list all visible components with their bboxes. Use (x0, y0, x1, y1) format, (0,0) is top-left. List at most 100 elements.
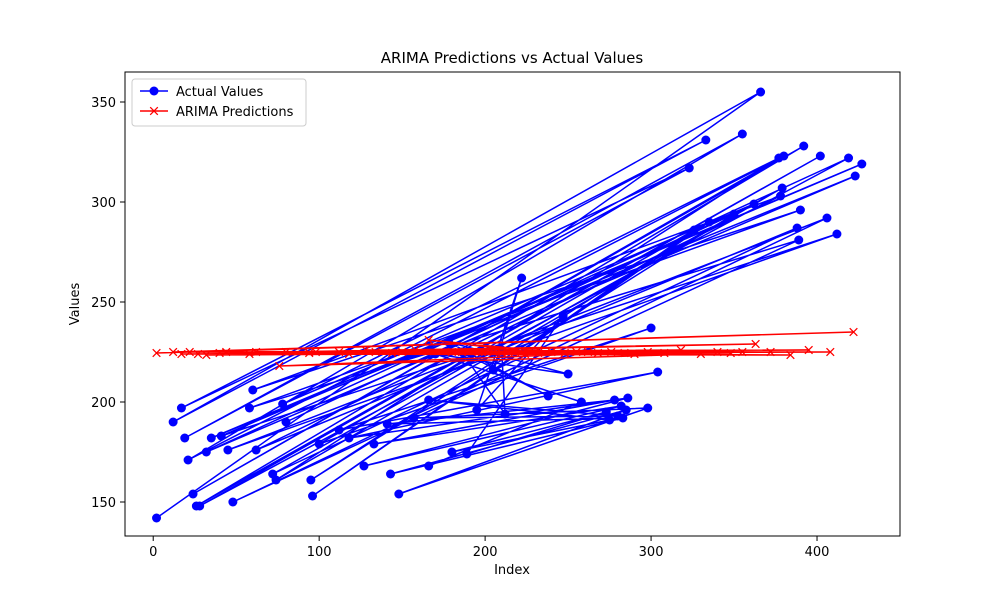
data-point (183, 455, 193, 465)
data-point (472, 405, 482, 415)
data-point (684, 163, 694, 173)
plot-frame (124, 71, 901, 537)
data-point (152, 348, 161, 358)
data-point (334, 425, 344, 435)
data-point (188, 489, 198, 499)
x-tick-label: 400 (805, 545, 830, 560)
data-point (228, 497, 238, 507)
data-point (560, 348, 570, 358)
data-point (606, 347, 616, 357)
data-point (334, 347, 344, 357)
data-point (185, 347, 194, 357)
data-point (576, 397, 586, 407)
data-point (713, 347, 722, 357)
data-point (689, 225, 699, 235)
data-point (176, 403, 186, 413)
data-point (558, 311, 568, 321)
data-point (386, 469, 396, 479)
legend-entry: Actual Values (140, 85, 264, 100)
data-point (308, 491, 318, 501)
legend-entry: ARIMA Predictions (140, 105, 294, 120)
data-point (849, 327, 858, 337)
data-point (206, 433, 216, 443)
data-point (281, 347, 291, 357)
data-point (193, 349, 203, 359)
data-point (792, 223, 802, 233)
data-point (610, 395, 620, 405)
data-point (424, 461, 434, 471)
data-point (168, 417, 178, 427)
data-point (344, 349, 354, 359)
data-point (543, 391, 553, 401)
legend-box (131, 78, 307, 127)
data-point (245, 349, 254, 359)
data-point (738, 347, 747, 357)
y-tick-label: 300 (91, 196, 116, 211)
data-point (462, 449, 472, 459)
data-point (223, 445, 233, 455)
data-point (646, 323, 656, 333)
data-point (168, 347, 178, 357)
x-tick-label: 200 (473, 545, 498, 560)
data-point (457, 347, 467, 357)
data-point (195, 501, 205, 511)
data-point (826, 347, 835, 357)
data-point (382, 419, 392, 429)
data-point (621, 405, 631, 415)
data-point (737, 129, 747, 139)
data-point (653, 367, 663, 377)
data-point (281, 417, 291, 427)
data-point (215, 348, 224, 358)
data-point (643, 347, 653, 357)
data-point (660, 348, 669, 358)
data-point (424, 335, 433, 345)
data-point (248, 385, 258, 395)
data-point (361, 345, 370, 355)
data-point (547, 347, 556, 357)
data-point (244, 403, 254, 413)
legend: Actual Values ARIMA Predictions (131, 78, 307, 127)
data-point (177, 349, 186, 359)
data-point (726, 348, 735, 358)
data-point (271, 475, 281, 485)
data-point (251, 445, 261, 455)
x-axis-label: Index (494, 563, 530, 578)
series-line (156, 331, 855, 367)
data-point (696, 349, 706, 359)
series-arima-predictions (152, 327, 858, 371)
data-point (371, 347, 380, 357)
data-point (605, 415, 615, 425)
data-point (676, 345, 686, 355)
data-point (278, 399, 288, 409)
data-point (311, 347, 321, 357)
data-point (751, 339, 760, 349)
data-point (202, 350, 211, 360)
data-point (766, 347, 775, 357)
data-point (630, 349, 639, 359)
data-point (795, 205, 805, 215)
data-point (488, 365, 498, 375)
data-point (520, 349, 530, 359)
data-point (620, 348, 629, 358)
data-point (517, 273, 527, 283)
plot-area (152, 87, 867, 523)
y-tick-label: 250 (91, 296, 116, 311)
data-point (447, 347, 457, 357)
series-line (156, 91, 863, 519)
data-point (152, 513, 162, 523)
data-point (533, 348, 543, 358)
data-point (201, 447, 211, 457)
y-tick-label: 150 (91, 496, 116, 511)
data-point (822, 213, 832, 223)
data-point (844, 153, 854, 163)
data-point (504, 347, 513, 357)
legend-marker (149, 86, 159, 96)
data-point (583, 347, 593, 357)
data-point (474, 347, 483, 357)
data-point (533, 345, 543, 355)
data-point (749, 199, 759, 209)
data-point (251, 347, 261, 357)
data-point (832, 229, 842, 239)
chart-title: ARIMA Predictions vs Actual Values (381, 49, 644, 67)
data-point (510, 347, 520, 357)
